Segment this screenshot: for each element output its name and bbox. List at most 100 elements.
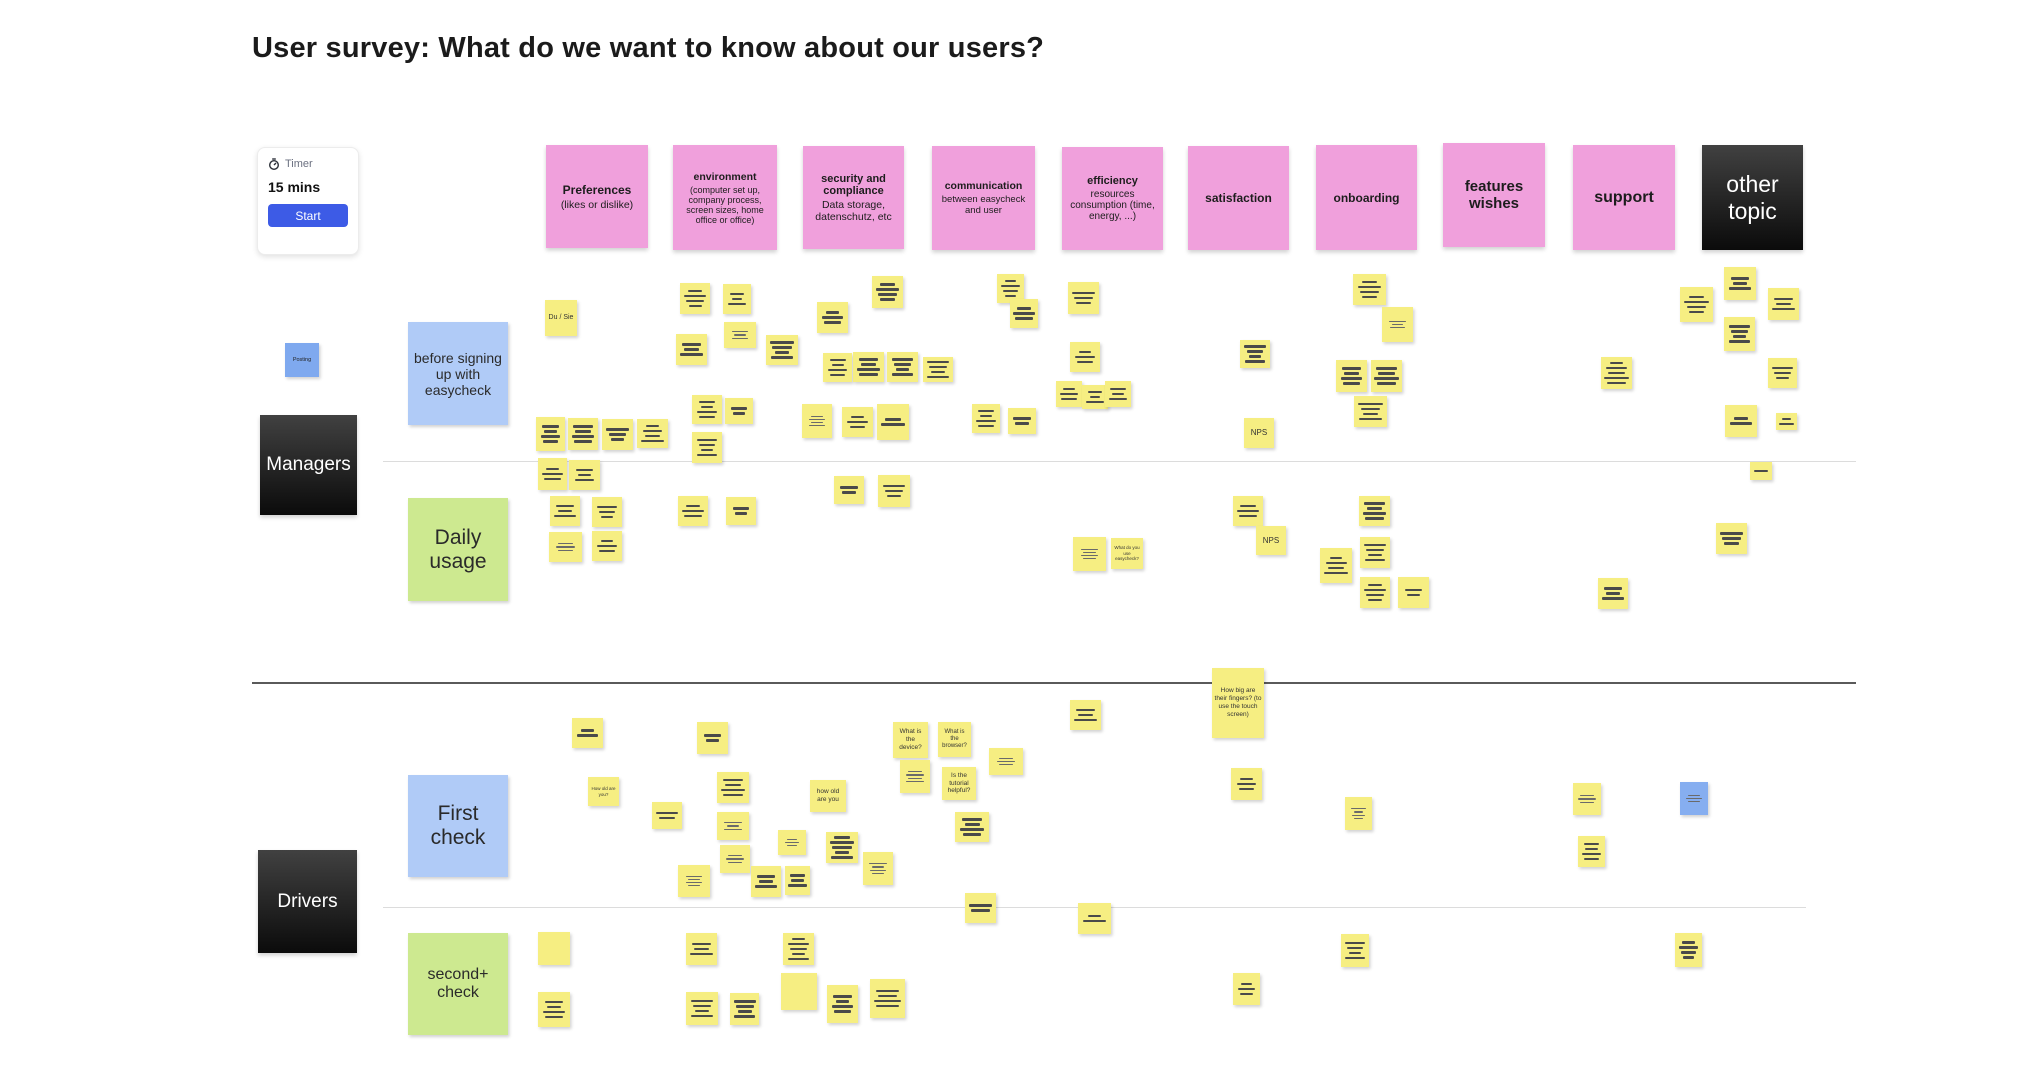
sticky-note[interactable]: How old are you? [588,777,619,806]
sticky-note[interactable] [1353,274,1386,305]
sticky-note[interactable] [783,933,814,965]
sticky-note[interactable] [863,852,893,885]
sticky-note[interactable] [1008,408,1036,434]
sticky-note[interactable] [997,274,1024,303]
sticky-note[interactable] [802,404,832,438]
sticky-note[interactable]: What is the browser? [938,722,971,757]
sticky-note[interactable]: Du / Sie [545,300,577,336]
sticky-note[interactable] [1070,342,1100,372]
sticky-note[interactable]: What do you use easycheck? [1111,538,1143,569]
sticky-note[interactable] [680,283,710,314]
sticky-note[interactable] [1010,299,1038,328]
sticky-note[interactable] [723,284,751,314]
sticky-note[interactable] [1070,700,1101,730]
row-label-posting[interactable]: Posting [285,343,319,377]
sticky-note[interactable] [1725,405,1757,437]
sticky-note[interactable] [697,722,728,754]
sticky-note[interactable] [872,276,903,308]
sticky-note[interactable] [1082,385,1108,409]
sticky-note[interactable] [817,302,848,333]
sticky-note[interactable] [717,812,749,840]
timer-duration[interactable]: 15 mins [268,179,321,195]
sticky-note[interactable] [1359,496,1390,526]
sticky-note[interactable] [1056,381,1082,407]
sticky-note[interactable] [1240,340,1270,368]
sticky-note[interactable] [1341,934,1369,967]
sticky-note[interactable] [778,830,806,855]
sticky-note[interactable] [781,973,817,1010]
sticky-note[interactable] [592,531,622,561]
sticky-note[interactable] [1680,782,1708,815]
sticky-note[interactable]: NPS [1256,526,1286,555]
sticky-note[interactable] [1360,577,1390,608]
sticky-note[interactable] [1776,413,1797,430]
sticky-note[interactable] [602,419,633,450]
column-header-support[interactable]: support [1573,145,1675,250]
sticky-note[interactable] [730,993,759,1025]
sticky-note[interactable] [1105,381,1131,407]
sticky-note[interactable] [569,460,600,490]
sticky-note[interactable] [725,398,753,424]
sticky-note[interactable] [637,419,668,448]
sticky-note[interactable] [900,760,930,793]
sticky-note[interactable] [676,334,707,365]
sticky-note[interactable] [827,985,858,1023]
sticky-note[interactable] [1320,548,1352,583]
sticky-note[interactable]: NPS [1244,418,1274,448]
sticky-note[interactable] [842,407,873,437]
sticky-note[interactable] [785,866,810,895]
sticky-note[interactable] [686,992,718,1025]
sticky-note[interactable] [592,497,622,527]
sticky-note[interactable] [1716,523,1747,554]
row-label-daily-usage[interactable]: Daily usage [408,498,508,601]
sticky-note[interactable] [1573,783,1601,815]
timer-start-button[interactable]: Start [268,204,348,227]
sticky-note[interactable] [1231,768,1262,800]
sticky-note[interactable] [538,932,570,965]
sticky-note[interactable] [853,352,884,382]
sticky-note[interactable] [678,496,708,526]
sticky-note[interactable]: How big are their fingers? (to use the t… [1212,668,1264,738]
column-header-communication[interactable]: communication between easycheck and user [932,146,1035,250]
row-label-before-signup[interactable]: before signing up with easycheck [408,322,508,425]
sticky-note[interactable] [826,832,858,863]
sticky-note[interactable] [1078,903,1111,934]
sticky-note[interactable] [1354,396,1387,427]
sticky-note[interactable] [720,845,750,873]
sticky-note[interactable] [1598,578,1628,609]
row-label-second-check[interactable]: second+ check [408,933,508,1035]
sticky-note[interactable] [823,353,852,382]
sticky-note[interactable] [1680,287,1713,322]
sticky-note[interactable]: how old are you [810,780,846,812]
sticky-note[interactable] [834,476,864,504]
column-header-environment[interactable]: environment (computer set up, company pro… [673,145,777,250]
sticky-note[interactable] [538,458,567,490]
sticky-note[interactable] [1724,267,1756,300]
sticky-note[interactable] [652,802,682,829]
sticky-note[interactable] [1073,537,1106,571]
column-header-features-wishes[interactable]: features wishes [1443,143,1545,247]
sticky-note[interactable] [726,497,756,525]
sticky-note[interactable] [538,992,570,1027]
sticky-note[interactable] [1233,973,1260,1005]
sticky-note[interactable] [751,866,781,897]
board-title[interactable]: User survey: What do we want to know abo… [252,32,1045,64]
sticky-note[interactable] [1336,360,1367,392]
sticky-note[interactable] [724,322,756,348]
sticky-note[interactable] [692,432,722,463]
group-label-drivers[interactable]: Drivers [258,850,357,953]
sticky-note[interactable] [955,812,989,842]
column-header-efficiency[interactable]: efficiency resources consumption (time, e… [1062,147,1163,250]
sticky-note[interactable] [1578,836,1605,867]
sticky-note[interactable] [870,979,905,1018]
sticky-note[interactable] [989,748,1023,775]
sticky-note[interactable] [717,772,749,803]
sticky-note[interactable] [1382,307,1413,342]
sticky-note[interactable] [572,718,603,748]
sticky-note[interactable] [887,352,918,382]
column-header-onboarding[interactable]: onboarding [1316,145,1417,250]
sticky-note[interactable] [549,532,582,562]
sticky-note[interactable]: What is the device? [893,722,928,758]
sticky-note[interactable]: Is the tutorial helpful? [942,767,976,800]
column-header-security[interactable]: security and compliance Data storage, dat… [803,146,904,249]
